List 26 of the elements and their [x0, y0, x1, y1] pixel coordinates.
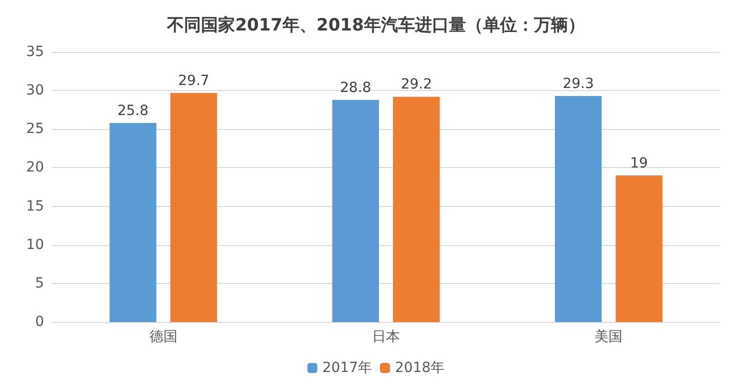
- data-label: 29.2: [400, 76, 432, 93]
- chart-title: 不同国家2017年、2018年汽车进口量（单位：万辆）: [166, 16, 585, 36]
- y-tick-label: 15: [26, 198, 44, 214]
- legend-label: 2017年: [322, 360, 372, 376]
- y-tick-label: 5: [35, 275, 44, 292]
- legend-label: 2018年: [395, 360, 445, 376]
- y-tick-label: 35: [26, 44, 44, 60]
- bar: [332, 100, 379, 322]
- bar: [393, 96, 440, 322]
- bar: [616, 175, 662, 322]
- bar: [554, 96, 602, 322]
- x-tick-label: 美国: [594, 329, 623, 345]
- y-tick-label: 0: [35, 314, 44, 330]
- data-label: 19: [630, 155, 648, 172]
- y-tick-label: 10: [26, 236, 44, 253]
- y-tick-label: 20: [26, 160, 44, 176]
- x-tick-label: 德国: [149, 329, 178, 345]
- y-tick-label: 30: [26, 82, 44, 99]
- data-label: 29.7: [178, 72, 210, 89]
- data-label: 25.8: [117, 102, 149, 119]
- bar: [110, 122, 156, 322]
- data-label: 29.3: [562, 76, 594, 92]
- x-tick-label: 日本: [372, 329, 400, 345]
- y-tick-label: 25: [26, 121, 44, 138]
- data-label: 28.8: [340, 80, 372, 96]
- bar: [170, 92, 218, 322]
